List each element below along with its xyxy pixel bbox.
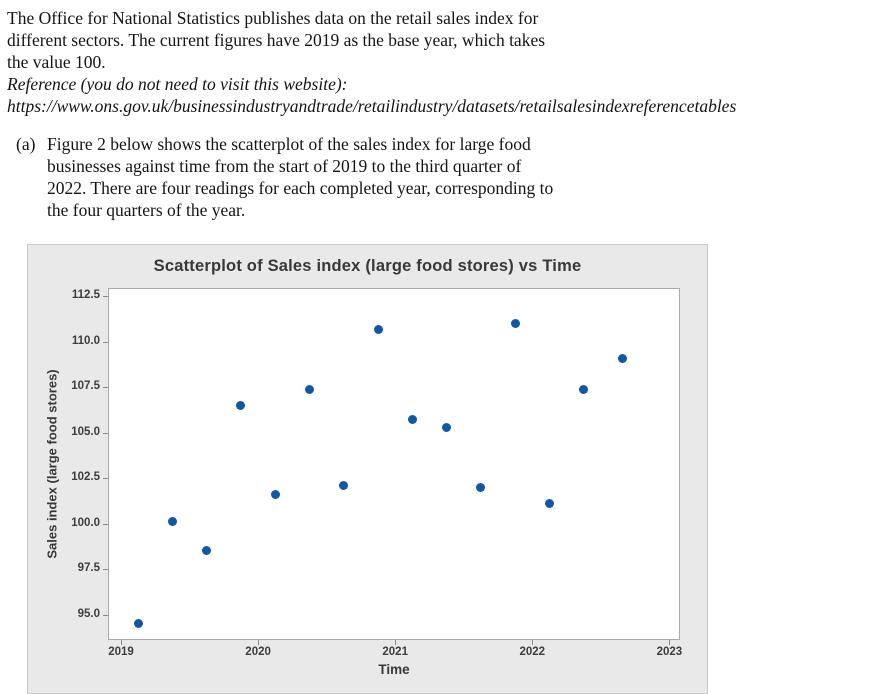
data-point <box>442 422 452 432</box>
part-a-line: businesses against time from the start o… <box>47 156 522 176</box>
y-tick-mark <box>103 523 108 525</box>
data-point <box>618 353 628 363</box>
data-point <box>544 499 554 509</box>
part-a-line: Figure 2 below shows the scatterplot of … <box>47 134 531 154</box>
y-tick-mark <box>103 432 108 434</box>
y-tick-label: 95.0 <box>77 607 100 620</box>
intro-line: The Office for National Statistics publi… <box>7 8 539 28</box>
y-tick-mark <box>103 614 108 616</box>
y-tick-label: 105.0 <box>71 425 100 438</box>
data-point <box>270 490 280 500</box>
y-tick-label: 107.5 <box>71 380 100 393</box>
x-tick-mark <box>669 640 671 645</box>
y-tick-mark <box>103 478 108 480</box>
data-point <box>510 319 520 329</box>
reference-line: Reference (you do not need to visit this… <box>7 74 348 94</box>
x-tick-mark <box>121 640 122 645</box>
part-a-label: (a) <box>16 134 36 154</box>
data-point <box>579 384 589 394</box>
part-a-line: the four quarters of the year. <box>47 200 246 220</box>
part-a-text: Figure 2 below shows the scatterplot of … <box>47 133 553 221</box>
y-tick-label: 112.5 <box>71 289 100 302</box>
scatterplot-figure: Scatterplot of Sales index (large food s… <box>27 244 708 694</box>
plot-area <box>108 288 680 640</box>
chart-title: Scatterplot of Sales index (large food s… <box>153 257 582 275</box>
y-tick-label: 100.0 <box>71 516 100 529</box>
part-a-line: 2022. There are four readings for each c… <box>47 178 554 198</box>
data-point <box>407 415 417 425</box>
part-a-item: (a) Figure 2 below shows the scatterplot… <box>16 133 553 221</box>
data-point <box>305 384 314 394</box>
data-point <box>373 324 383 334</box>
y-tick-mark <box>103 387 108 389</box>
x-tick-mark <box>532 640 534 645</box>
reference-note: Reference (you do not need to visit this… <box>7 73 736 117</box>
data-point <box>202 546 212 556</box>
x-tick-label: 2019 <box>108 646 134 658</box>
x-tick-label: 2023 <box>656 646 683 658</box>
x-axis-title: Time <box>378 662 410 677</box>
y-tick-label: 102.5 <box>71 471 100 484</box>
x-tick-mark <box>395 640 397 645</box>
data-point <box>236 400 246 410</box>
x-tick-mark <box>258 640 260 645</box>
y-tick-label: 97.5 <box>77 562 100 575</box>
data-point <box>167 517 177 527</box>
y-tick-mark <box>103 296 108 298</box>
y-tick-label: 110.0 <box>71 334 100 347</box>
x-tick-label: 2020 <box>245 646 271 658</box>
intro-line: the value 100. <box>7 52 106 72</box>
intro-line: different sectors. The current figures h… <box>7 30 546 50</box>
y-tick-mark <box>103 569 108 571</box>
data-point <box>133 619 143 629</box>
x-tick-label: 2022 <box>519 646 546 658</box>
x-tick-label: 2021 <box>382 646 408 658</box>
data-point <box>339 480 349 490</box>
y-tick-mark <box>103 341 108 343</box>
reference-url: https://www.ons.gov.uk/businessindustrya… <box>7 96 737 116</box>
y-axis-title: Sales index (large food stores) <box>44 369 60 559</box>
intro-paragraph: The Office for National Statistics publi… <box>7 7 736 117</box>
data-point <box>476 482 486 492</box>
